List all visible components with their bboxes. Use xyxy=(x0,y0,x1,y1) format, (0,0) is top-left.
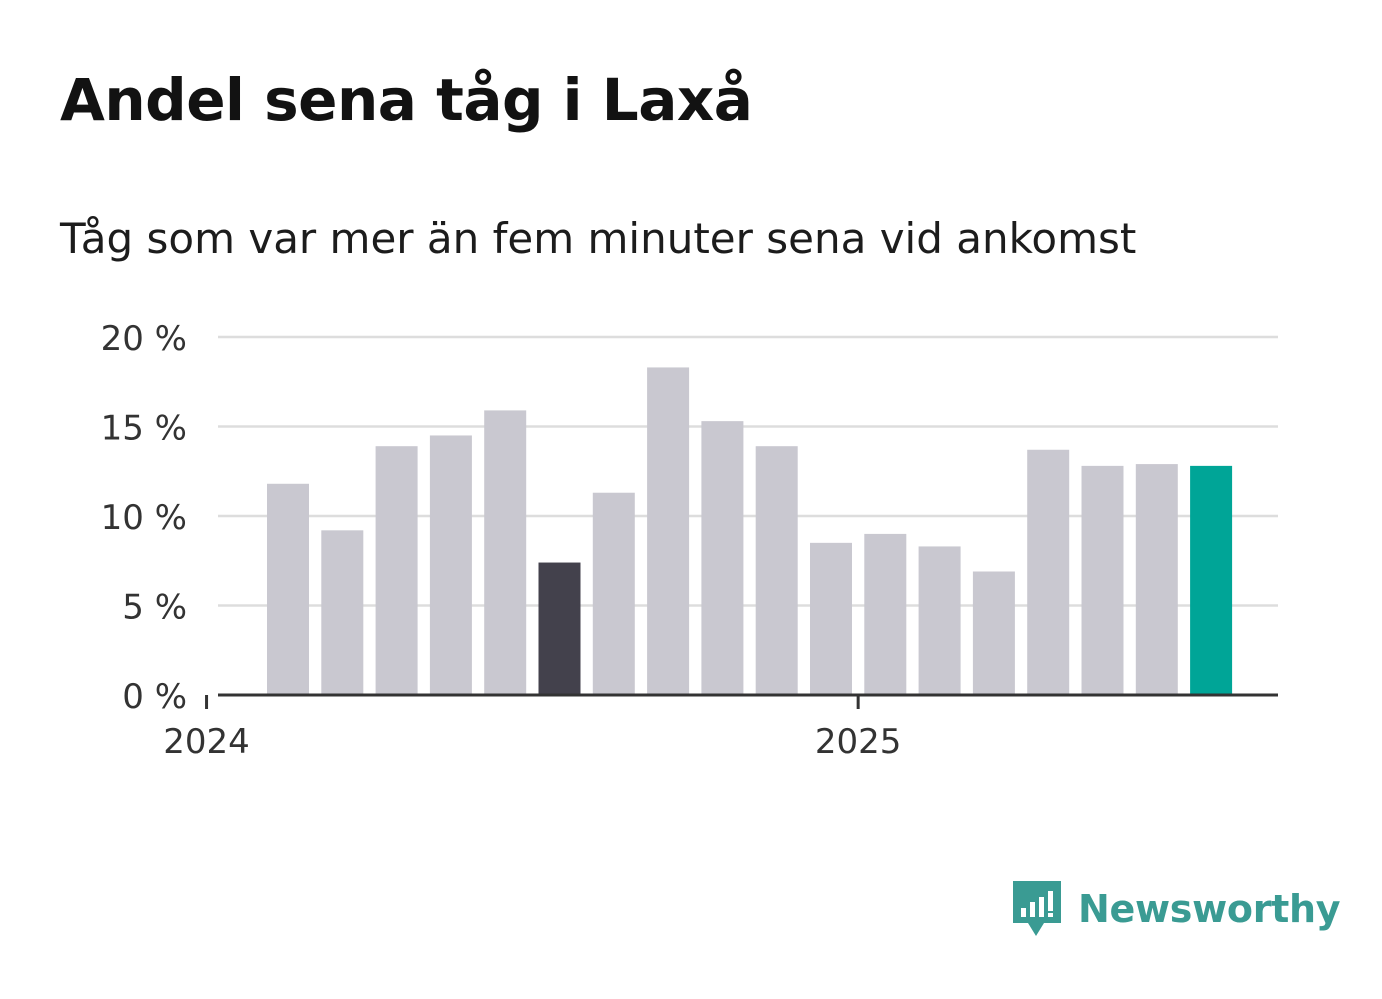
bar xyxy=(701,421,744,695)
newsworthy-logo-icon xyxy=(1013,881,1061,936)
bar-chart: 0 % 5 % 10 % 15 % 20 % 2024 2025 xyxy=(101,319,1278,762)
brand-logo: Newsworthy xyxy=(1010,878,1341,940)
bar xyxy=(592,492,635,695)
y-tick-label: 10 % xyxy=(101,498,187,538)
y-tick-label: 20 % xyxy=(101,319,187,359)
bar xyxy=(972,571,1015,695)
bar xyxy=(755,446,798,695)
bar xyxy=(375,446,418,695)
bar xyxy=(647,367,690,695)
bar xyxy=(1081,465,1124,695)
bar xyxy=(321,530,364,695)
bar xyxy=(864,533,907,695)
bar xyxy=(1027,449,1070,695)
y-tick-label: 0 % xyxy=(122,677,187,717)
bar xyxy=(918,546,961,695)
y-tick-label: 15 % xyxy=(101,409,187,449)
bar xyxy=(429,435,472,695)
bar xyxy=(1190,465,1233,695)
bar xyxy=(810,542,852,695)
y-tick-label: 5 % xyxy=(122,588,187,628)
x-tick-label: 2024 xyxy=(163,722,250,762)
bar xyxy=(484,410,527,695)
bar xyxy=(267,483,309,695)
x-tick-label: 2025 xyxy=(815,722,902,762)
chart-title: Andel sena tåg i Laxå xyxy=(60,66,753,134)
bar xyxy=(538,562,581,695)
bar xyxy=(1135,464,1178,695)
chart-subtitle: Tåg som var mer än fem minuter sena vid … xyxy=(60,214,1137,263)
brand-name: Newsworthy xyxy=(1078,887,1341,931)
